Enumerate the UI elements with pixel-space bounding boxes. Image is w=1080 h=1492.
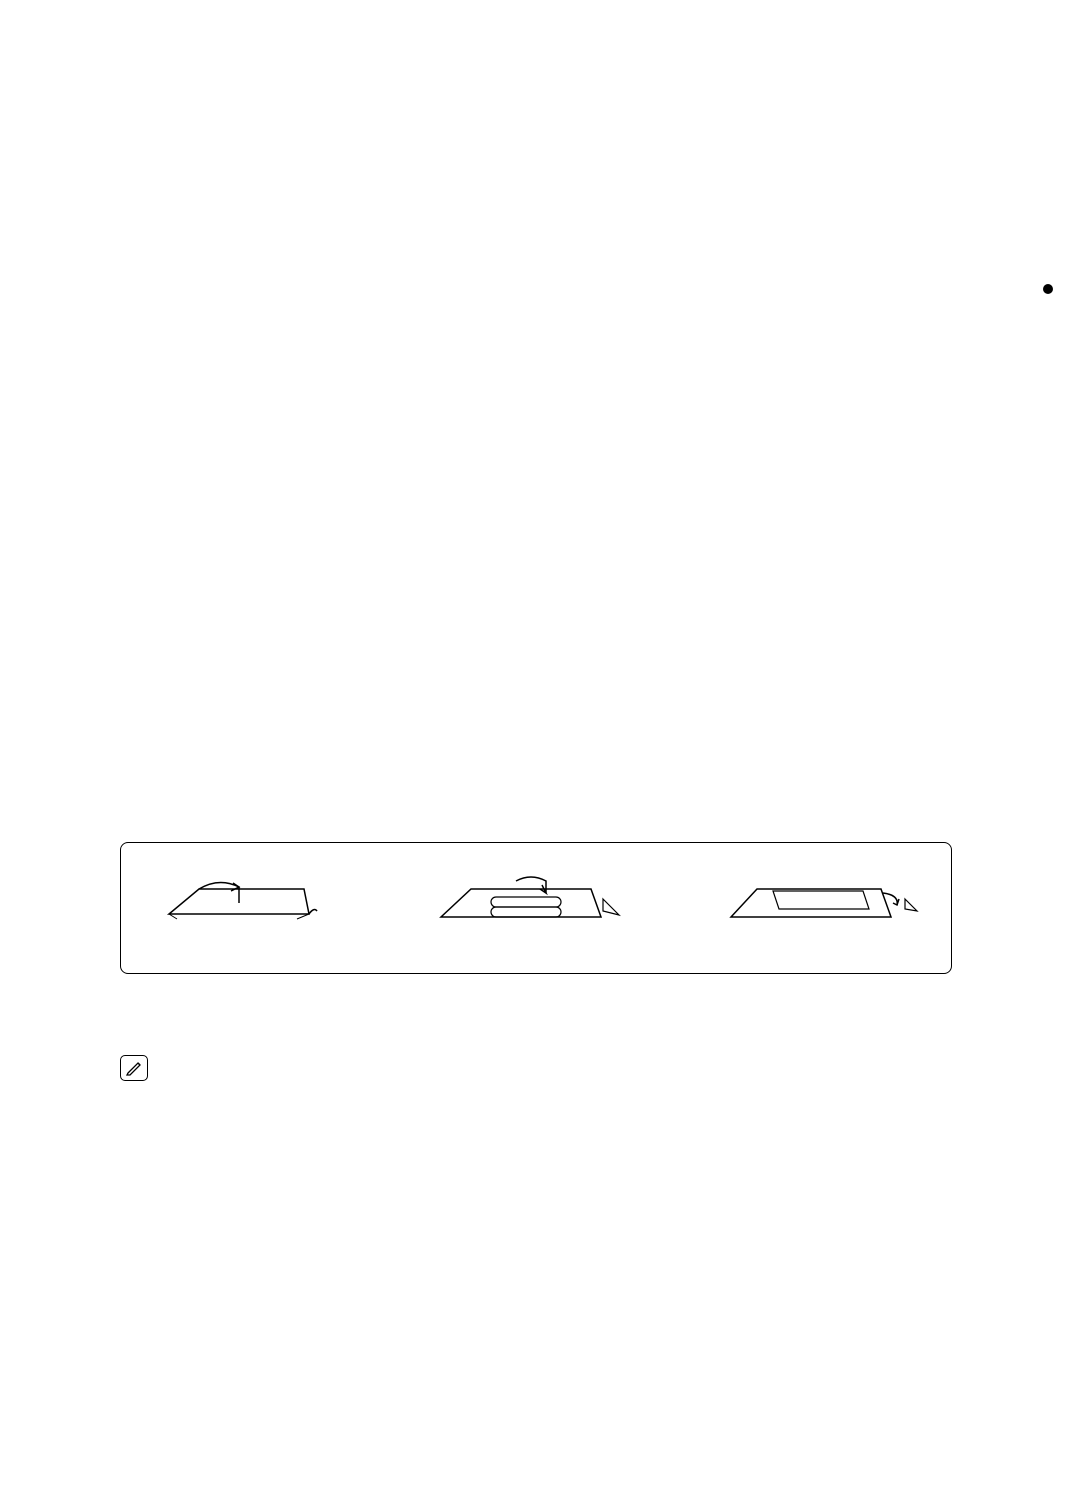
battery-figures bbox=[149, 869, 923, 931]
battery-warnings bbox=[120, 1055, 952, 1091]
side-bullet-icon bbox=[1043, 284, 1053, 294]
battery-install-box bbox=[120, 842, 952, 974]
note-icon bbox=[120, 1055, 148, 1081]
battery-figure-2-icon bbox=[431, 869, 641, 931]
battery-figure-3-icon bbox=[713, 869, 923, 931]
battery-figure-1-icon bbox=[149, 869, 359, 931]
battery-steps bbox=[149, 949, 923, 951]
